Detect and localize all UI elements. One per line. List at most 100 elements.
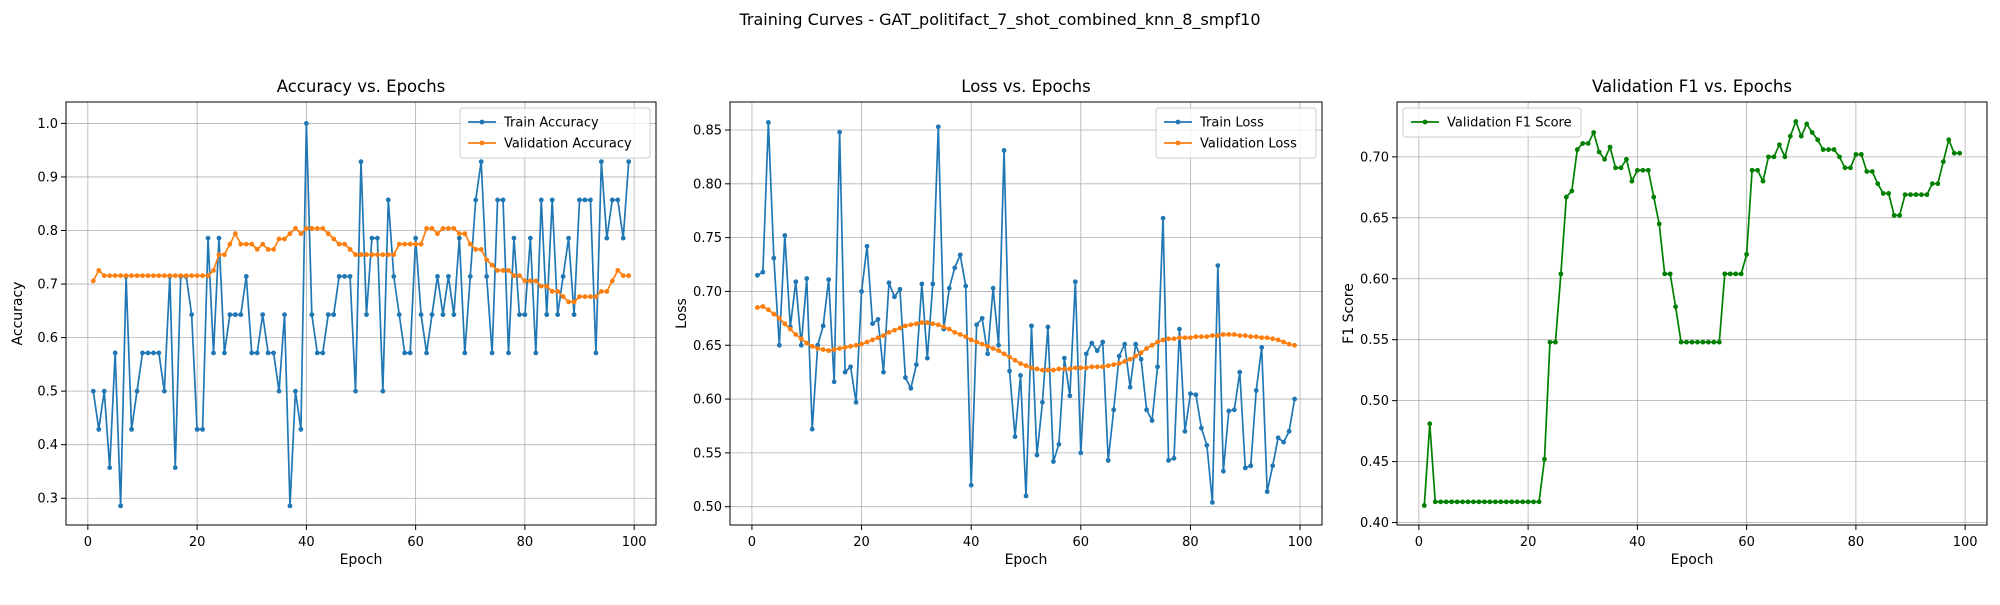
data-point: [1193, 334, 1199, 340]
data-point: [380, 252, 386, 258]
data-point: [151, 350, 156, 356]
data-point: [112, 350, 118, 356]
data-point: [517, 312, 522, 318]
data-point: [1270, 463, 1276, 469]
data-point: [1177, 326, 1182, 332]
y-tick-label: 1.0: [37, 117, 58, 132]
data-point: [881, 369, 886, 375]
data-point: [172, 273, 178, 279]
data-point: [1613, 165, 1618, 171]
data-point: [478, 159, 484, 165]
data-point: [1166, 336, 1171, 342]
data-point: [129, 273, 134, 279]
data-point: [282, 312, 287, 318]
data-point: [1270, 336, 1276, 342]
data-point: [952, 329, 958, 335]
data-point: [271, 247, 276, 252]
data-point: [342, 273, 348, 279]
data-point: [1482, 499, 1487, 505]
data-point: [1281, 439, 1287, 445]
y-tick-label: 0.55: [693, 446, 722, 461]
data-point: [952, 265, 958, 271]
data-point: [1264, 489, 1270, 495]
data-point: [265, 350, 271, 356]
data-point: [134, 388, 140, 394]
data-point: [555, 312, 561, 318]
data-point: [1220, 332, 1226, 337]
data-point: [755, 305, 760, 310]
data-point: [1673, 304, 1679, 310]
data-point: [1061, 366, 1067, 372]
data-point: [385, 252, 391, 258]
data-point: [1553, 339, 1558, 345]
data-point: [1558, 271, 1564, 277]
data-point: [276, 236, 282, 242]
data-point: [1275, 337, 1281, 343]
data-point: [793, 279, 799, 285]
data-point: [593, 294, 599, 300]
data-point: [1029, 365, 1034, 371]
data-point: [787, 326, 793, 332]
data-point: [189, 273, 195, 279]
data-point: [1209, 500, 1215, 505]
data-point: [309, 312, 315, 318]
data-point: [380, 388, 386, 394]
data-point: [511, 273, 517, 279]
data-point: [577, 197, 582, 203]
data-point: [842, 369, 848, 375]
legend-label: Train Accuracy: [503, 116, 599, 131]
data-point: [1040, 367, 1045, 373]
data-point: [560, 273, 566, 279]
data-point: [303, 121, 309, 126]
data-point: [782, 321, 788, 327]
data-point: [957, 332, 963, 337]
data-point: [1171, 455, 1177, 461]
y-tick-label: 0.6: [37, 331, 58, 346]
data-point: [484, 257, 490, 263]
data-point: [298, 231, 304, 237]
legend-label: Validation F1 Score: [1447, 116, 1572, 131]
data-point: [1711, 339, 1717, 345]
data-point: [232, 312, 238, 318]
data-point: [1231, 407, 1237, 413]
x-axis-label: Epoch: [1005, 552, 1048, 568]
data-point: [1226, 408, 1232, 414]
legend-box: [1155, 107, 1317, 159]
data-point: [538, 197, 544, 203]
data-point: [1007, 368, 1012, 374]
data-point: [1231, 332, 1237, 337]
data-point: [107, 273, 113, 279]
data-point: [1100, 339, 1106, 345]
data-point: [864, 339, 870, 345]
data-point: [1957, 150, 1963, 156]
data-point: [582, 197, 588, 203]
data-point: [755, 272, 760, 278]
data-point: [1286, 341, 1292, 347]
data-point: [145, 350, 151, 356]
data-point: [1804, 121, 1810, 127]
data-point: [985, 351, 991, 357]
data-point: [886, 280, 892, 286]
data-point: [353, 252, 358, 258]
data-point: [1248, 334, 1254, 340]
data-point: [831, 379, 837, 385]
data-point: [1733, 271, 1739, 277]
data-point: [101, 388, 107, 394]
data-point: [1029, 323, 1034, 329]
data-point: [1149, 342, 1155, 348]
data-point: [517, 273, 522, 279]
data-point: [1264, 335, 1270, 341]
data-point: [140, 273, 145, 279]
data-point: [1237, 369, 1243, 375]
data-point: [1662, 271, 1668, 277]
data-point: [1432, 499, 1438, 505]
data-point: [1275, 435, 1281, 441]
data-point: [358, 159, 364, 165]
data-point: [1094, 348, 1100, 354]
data-point: [396, 241, 402, 247]
data-point: [287, 503, 293, 509]
data-point: [1667, 271, 1673, 277]
data-point: [793, 332, 799, 337]
data-point: [853, 399, 859, 405]
data-point: [924, 355, 930, 361]
